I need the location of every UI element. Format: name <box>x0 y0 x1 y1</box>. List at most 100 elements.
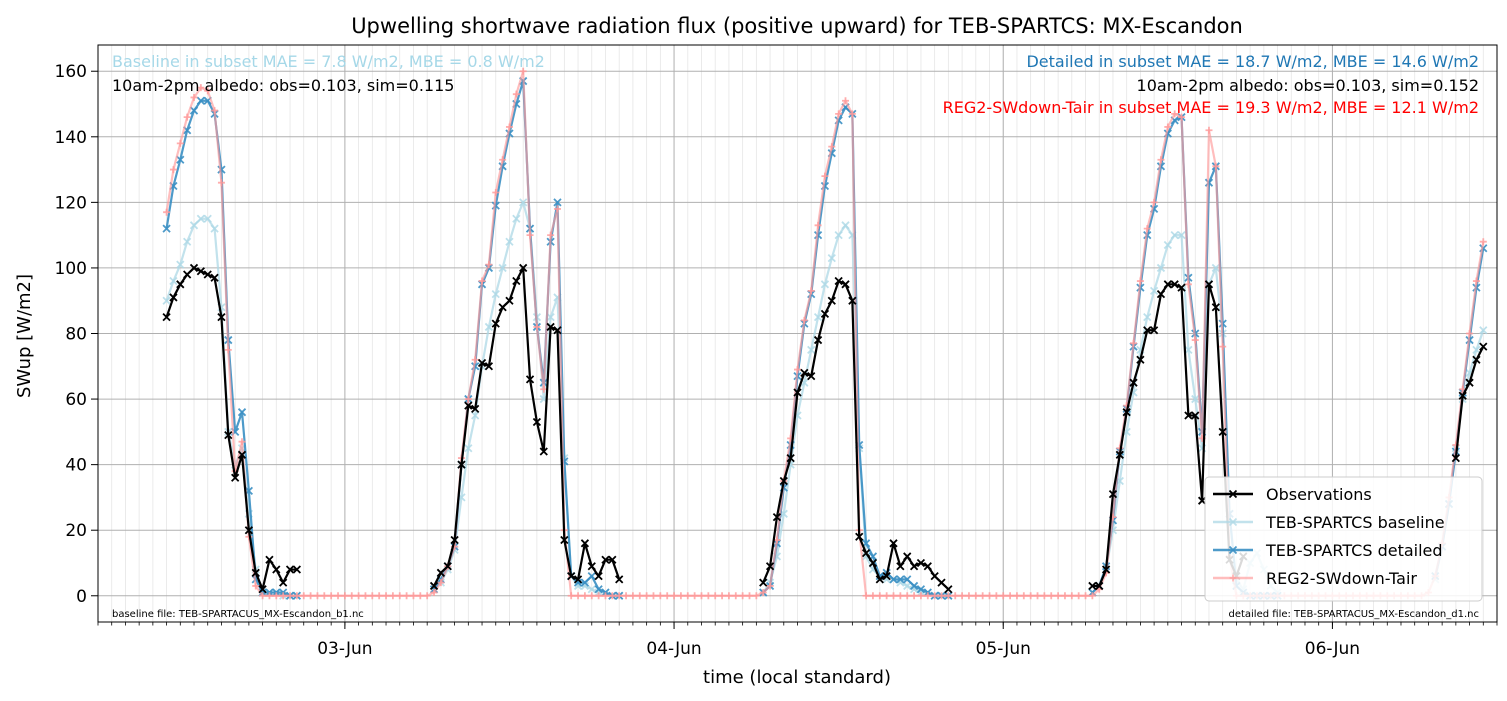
reg2-swdown-tair-point <box>478 277 486 285</box>
reg2-swdown-tair-point <box>711 592 719 600</box>
reg2-swdown-tair-point <box>574 592 582 600</box>
reg2-swdown-tair-point <box>588 592 596 600</box>
observations-point <box>937 578 946 587</box>
teb-spartcs-detailed-point <box>196 96 206 105</box>
teb-spartcs-baseline-point <box>1211 263 1220 273</box>
reg2-swdown-tair-point <box>169 166 177 174</box>
observations-point <box>930 571 939 581</box>
teb-spartcs-baseline-point <box>820 280 830 289</box>
observations-point <box>923 562 932 571</box>
observations-point <box>772 512 782 522</box>
detailed-albedo-annotation: 10am-2pm albedo: obs=0.103, sim=0.152 <box>1137 76 1479 95</box>
y-tick-label: 100 <box>55 259 87 279</box>
reg2-swdown-tair-point <box>1027 592 1035 600</box>
reg2-swdown-tair-point <box>320 592 328 600</box>
observations-line <box>762 279 950 591</box>
observations-point <box>779 476 788 486</box>
observations-point <box>861 549 871 558</box>
observations-point <box>1451 453 1460 463</box>
observations-point <box>505 296 514 305</box>
legend-marker-observations <box>1228 489 1238 499</box>
reg2-swdown-tair-point <box>649 592 657 600</box>
teb-spartcs-baseline-point <box>183 237 192 246</box>
reg2-swdown-tair-point <box>1164 123 1172 131</box>
observations-point <box>1458 391 1467 400</box>
y-axis-label: SWup [W/m2] <box>14 274 35 398</box>
reg2-swdown-tair-point <box>211 107 219 115</box>
baseline-stats-annotation: Baseline in subset MAE = 7.8 W/m2, MBE =… <box>112 52 545 71</box>
teb-spartcs-baseline-point <box>484 322 494 332</box>
observations-point <box>944 585 953 594</box>
reg2-swdown-tair-point <box>999 592 1007 600</box>
reg2-swdown-tair-point <box>643 592 651 600</box>
reg2-swdown-tair-point <box>238 438 246 446</box>
reg2-swdown-tair-point <box>656 592 664 600</box>
teb-spartcs-detailed-point <box>916 585 926 594</box>
reg2-swdown-tair-point <box>224 346 232 354</box>
reg2-swdown-tair-point <box>910 592 918 600</box>
reg2-swdown-tair-point <box>814 221 822 229</box>
reg2-swdown-tair-point <box>512 90 520 98</box>
reg2-swdown-tair-point <box>958 592 966 600</box>
observations-point <box>429 581 439 591</box>
reg2-swdown-tair-point <box>183 113 191 121</box>
reg2-swdown-tair-point <box>300 592 308 600</box>
reg2-swdown-tair-point <box>725 592 733 600</box>
y-tick-label: 120 <box>55 193 87 213</box>
y-tick-label: 0 <box>76 587 87 607</box>
teb-spartcs-baseline-point <box>169 276 178 286</box>
reg2-swdown-tair-point <box>766 582 774 590</box>
x-tick-label: 03-Jun <box>317 639 372 659</box>
observations-point <box>512 276 521 286</box>
reg2-swdown-tair-point <box>601 592 609 600</box>
reg2-swdown-tair-point <box>883 592 891 600</box>
observations-point <box>484 362 494 371</box>
reg2-swdown-tair-point <box>403 592 411 600</box>
teb-spartcs-baseline-point <box>464 444 473 453</box>
reg2-swdown-tair-point <box>794 366 801 374</box>
observations-point <box>183 270 192 279</box>
reg2-swdown-tair-point <box>862 592 870 600</box>
reg2-swdown-tair-point <box>416 592 424 600</box>
observations-point <box>1197 496 1207 505</box>
reg2-swdown-tair-point <box>718 592 726 600</box>
observations-point <box>875 575 884 584</box>
reg2-swdown-tair-point <box>1006 592 1014 600</box>
teb-spartcs-baseline-point <box>807 345 816 355</box>
observations-point <box>471 404 480 414</box>
observations-point <box>498 303 507 312</box>
reg2-swdown-tair-point <box>492 189 500 197</box>
teb-spartcs-detailed-point <box>594 585 603 594</box>
observations-point <box>519 263 528 273</box>
observations-point <box>1204 280 1214 289</box>
reg2-swdown-tair-point <box>896 592 904 600</box>
observations-point <box>827 296 836 305</box>
observations-point <box>759 578 768 587</box>
teb-spartcs-detailed-point <box>889 575 898 584</box>
reg2-swdown-tair-point <box>265 592 273 600</box>
teb-spartcs-baseline-point <box>1472 345 1481 355</box>
reg2-swdown-tair-point <box>581 592 589 600</box>
teb-spartcs-detailed-point <box>162 224 171 233</box>
reg2-swdown-tair-point <box>1143 225 1151 233</box>
reg2-swdown-tair-point <box>176 139 184 147</box>
teb-spartcs-baseline-point <box>162 296 171 305</box>
reg2-swdown-tair-point <box>259 592 267 600</box>
teb-spartcs-baseline-point <box>841 221 850 230</box>
reg2-swdown-tair-point <box>409 592 417 600</box>
observations-point <box>1149 326 1159 335</box>
observations-point <box>903 552 912 561</box>
reg2-swdown-tair-point <box>396 592 404 600</box>
reg2-swdown-tair-point <box>1472 277 1480 285</box>
reg2-swdown-tair-point <box>670 592 678 600</box>
reg2-swdown-tair-point <box>430 588 438 596</box>
observations-line <box>433 266 621 587</box>
teb-spartcs-baseline-point <box>1191 394 1200 404</box>
legend-label-teb-spartcs-detailed: TEB-SPARTCS detailed <box>1265 541 1443 560</box>
observations-point <box>210 273 219 282</box>
observations-point <box>272 565 281 574</box>
reg2-swdown-tair-point <box>595 592 603 600</box>
reg2-swdown-tair-point <box>1034 592 1042 600</box>
observations-point <box>1218 427 1227 436</box>
reg2-swdown-tair-point <box>163 208 171 216</box>
